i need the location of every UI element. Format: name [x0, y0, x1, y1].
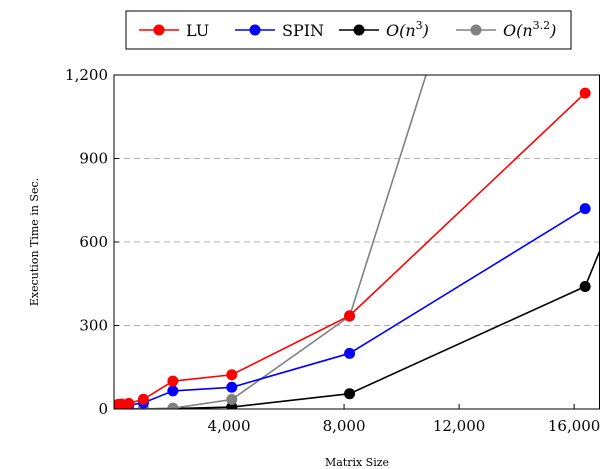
x-tick-label: 4,000: [208, 417, 251, 435]
data-point: [226, 381, 238, 393]
data-point: [344, 347, 356, 359]
y-axis-label: Execution Time in Sec.: [28, 178, 41, 306]
legend-spin-marker: [249, 24, 261, 36]
data-point: [167, 385, 179, 397]
data-point: [123, 397, 135, 409]
data-point: [344, 310, 356, 322]
data-point: [579, 281, 591, 293]
y-tick-label: 0: [98, 400, 108, 418]
data-point: [167, 375, 179, 387]
y-tick-label: 900: [79, 150, 108, 168]
data-point: [579, 87, 591, 99]
y-tick-label: 600: [79, 233, 108, 251]
legend-lu-marker: [153, 24, 165, 36]
data-point: [579, 203, 591, 215]
series-line: [117, 207, 586, 407]
series-0: [114, 87, 591, 409]
data-point: [137, 393, 149, 405]
legend-on3-marker: [353, 24, 365, 36]
y-tick-label: 300: [79, 317, 108, 335]
legend-on32-marker: [470, 24, 482, 36]
legend: LU SPIN O(n3) O(n3.2): [125, 10, 572, 50]
x-tick-label: 8,000: [323, 417, 366, 435]
x-tick-label: 12,000: [433, 417, 486, 435]
x-tick-label: 16,000: [548, 417, 600, 435]
data-point: [226, 369, 238, 381]
tick-layer: 0 300 600 900 1,200 4,000 8,000 12,000 16,000: [65, 66, 600, 435]
legend-spin-label: SPIN: [282, 21, 324, 40]
series-line: [117, 250, 600, 409]
legend-on32-label: O(n3.2): [503, 19, 556, 40]
legend-lu-label: LU: [186, 21, 209, 40]
legend-on3-label: O(n3): [386, 19, 429, 40]
series-3: [114, 75, 427, 409]
data-point: [167, 402, 179, 409]
data-point: [226, 394, 238, 406]
data-point: [344, 388, 356, 400]
x-axis-label: Matrix Size: [325, 456, 389, 469]
grid-layer: [114, 158, 600, 326]
y-tick-label: 1,200: [65, 66, 108, 84]
series-layer: [114, 75, 600, 409]
